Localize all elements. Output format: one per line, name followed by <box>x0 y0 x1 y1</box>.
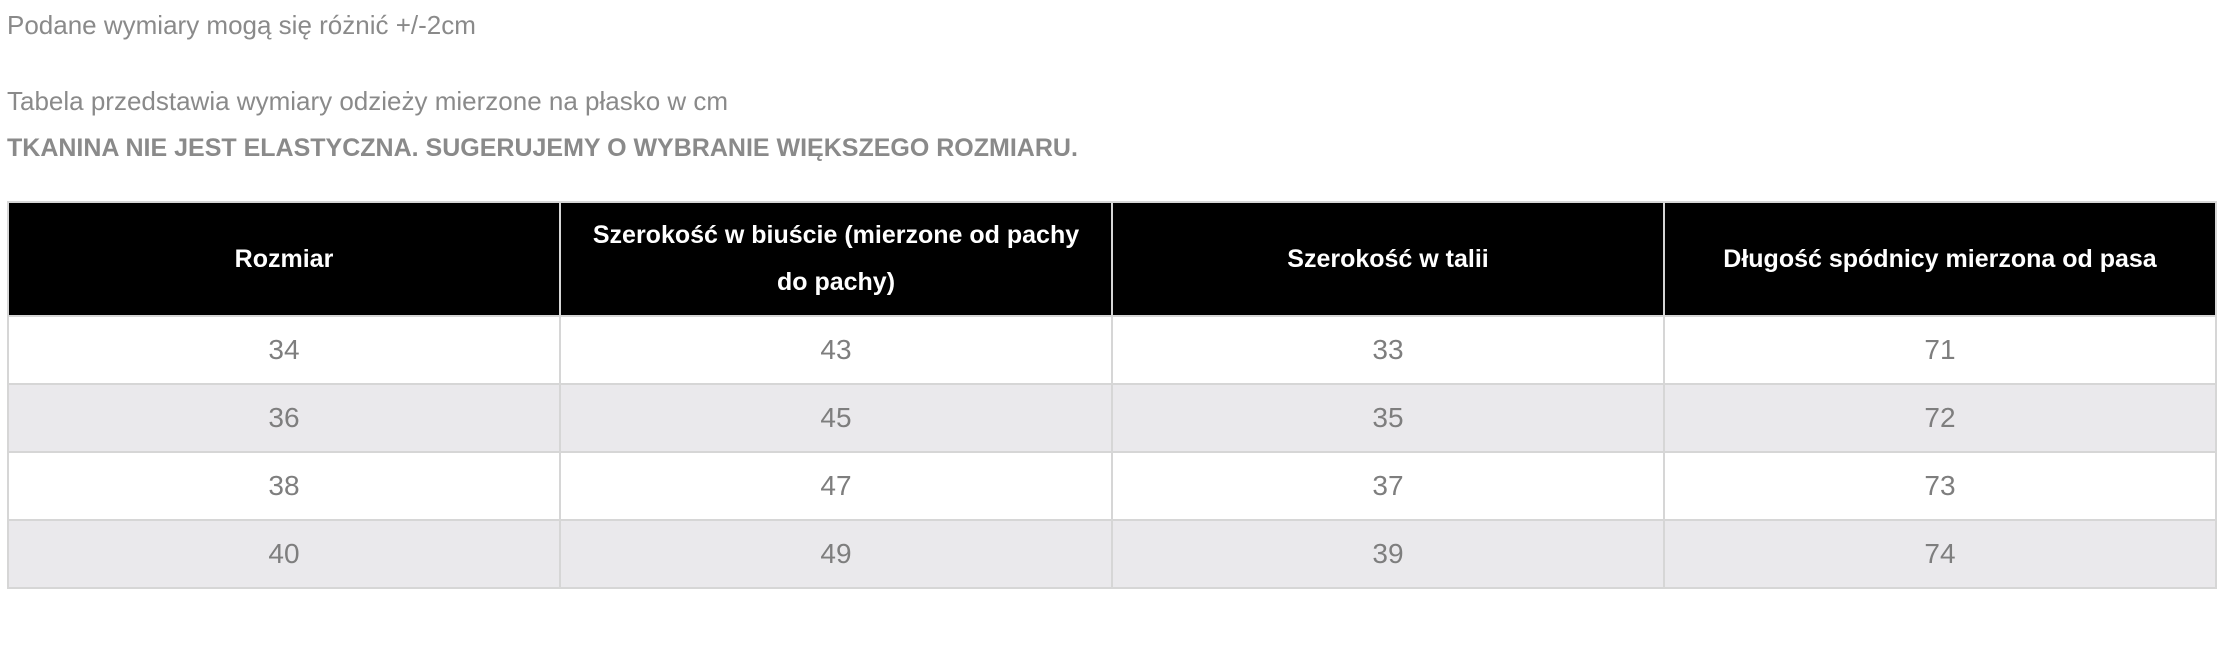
cell-skirt-length: 72 <box>1663 383 2217 453</box>
cell-skirt-length: 74 <box>1663 519 2217 589</box>
flat-measurement-note: Tabela przedstawia wymiary odzieży mierz… <box>7 86 729 116</box>
table-header: Rozmiar Szerokość w biuście (mierzone od… <box>7 201 2217 317</box>
cell-skirt-length: 73 <box>1663 451 2217 521</box>
cell-size: 36 <box>7 383 561 453</box>
header-row: Rozmiar Szerokość w biuście (mierzone od… <box>7 201 2217 317</box>
table-body: 34 43 33 71 36 45 35 72 38 47 37 73 40 4… <box>7 315 2217 589</box>
table-row: 38 47 37 73 <box>7 451 2217 521</box>
cell-waist: 37 <box>1111 451 1665 521</box>
cell-waist: 33 <box>1111 315 1665 385</box>
header-waist-width: Szerokość w talii <box>1111 201 1665 317</box>
cell-waist: 35 <box>1111 383 1665 453</box>
size-tolerance-note: Podane wymiary mogą się różnić +/-2cm <box>7 10 476 40</box>
header-bust-width: Szerokość w biuście (mierzone od pachy d… <box>559 201 1113 317</box>
cell-skirt-length: 71 <box>1663 315 2217 385</box>
cell-size: 38 <box>7 451 561 521</box>
table-row: 40 49 39 74 <box>7 519 2217 589</box>
cell-bust: 43 <box>559 315 1113 385</box>
cell-waist: 39 <box>1111 519 1665 589</box>
cell-size: 34 <box>7 315 561 385</box>
cell-size: 40 <box>7 519 561 589</box>
size-chart-table: Rozmiar Szerokość w biuście (mierzone od… <box>7 201 2217 589</box>
cell-bust: 45 <box>559 383 1113 453</box>
table-row: 36 45 35 72 <box>7 383 2217 453</box>
table-row: 34 43 33 71 <box>7 315 2217 385</box>
fabric-warning-note: TKANINA NIE JEST ELASTYCZNA. SUGERUJEMY … <box>7 134 1078 162</box>
cell-bust: 47 <box>559 451 1113 521</box>
header-skirt-length: Długość spódnicy mierzona od pasa <box>1663 201 2217 317</box>
cell-bust: 49 <box>559 519 1113 589</box>
header-size: Rozmiar <box>7 201 561 317</box>
